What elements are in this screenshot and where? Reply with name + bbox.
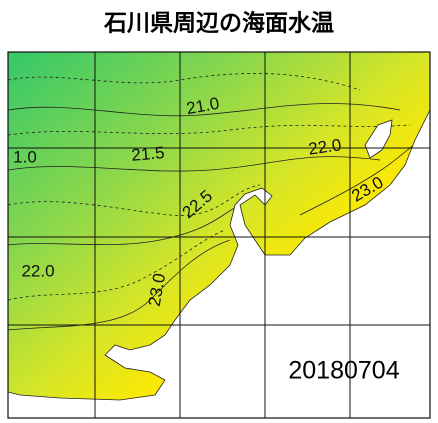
contour-label: 21.5 xyxy=(131,143,166,165)
contour-label: 22.0 xyxy=(307,135,342,158)
map-title: 石川県周辺の海面水温 xyxy=(103,10,334,37)
map-frame xyxy=(7,51,431,419)
isotherm xyxy=(8,239,231,331)
isotherm xyxy=(8,184,261,216)
date-label: 20180704 xyxy=(288,357,399,385)
isotherm xyxy=(8,156,381,172)
map-area: 21.01.0 21.5 22.022.5 23.022.023.0 xyxy=(8,52,430,418)
isotherm xyxy=(8,229,226,301)
isotherm xyxy=(8,124,411,136)
isotherm xyxy=(8,103,401,117)
contour-label: 1.0 xyxy=(13,147,37,166)
contour-label: 22.0 xyxy=(21,261,54,280)
isotherm xyxy=(8,73,361,91)
land xyxy=(8,109,430,418)
isotherm xyxy=(8,204,241,246)
